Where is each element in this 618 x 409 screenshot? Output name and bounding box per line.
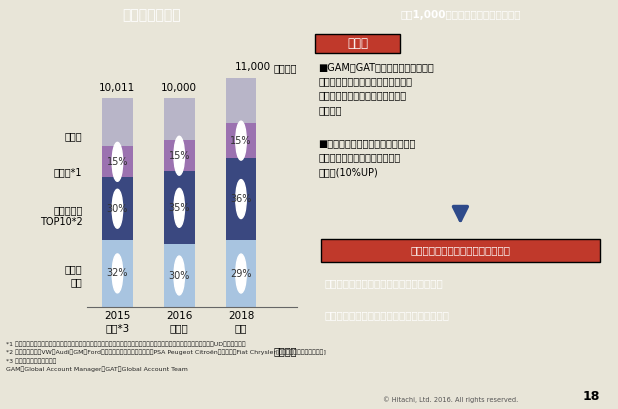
Text: 35%: 35% <box>169 203 190 213</box>
Text: © Hitachi, Ltd. 2016. All rights reserved.: © Hitachi, Ltd. 2016. All rights reserve… <box>383 397 519 403</box>
Circle shape <box>112 189 123 228</box>
Text: 15%: 15% <box>231 136 252 146</box>
Text: 30%: 30% <box>169 270 190 281</box>
Text: 10,011: 10,011 <box>99 83 135 92</box>
Text: （億円）: （億円） <box>273 63 297 73</box>
Text: 18: 18 <box>582 391 599 403</box>
Circle shape <box>236 121 247 160</box>
Bar <box>164 171 195 244</box>
Text: グローバル
TOP10*2: グローバル TOP10*2 <box>40 205 82 227</box>
Text: 15%: 15% <box>107 157 128 167</box>
Bar <box>102 98 133 146</box>
Bar <box>226 124 256 158</box>
Text: ・統合制御システム、セキュリティ技術など: ・統合制御システム、セキュリティ技術など <box>324 310 449 320</box>
Circle shape <box>236 180 247 218</box>
Text: ・クロスセルによる幅広い製品・システム: ・クロスセルによる幅広い製品・システム <box>324 279 443 289</box>
Bar <box>102 240 133 307</box>
Bar <box>164 99 195 140</box>
Text: 顧客ニーズに対応した提案力の強化: 顧客ニーズに対応した提案力の強化 <box>410 245 510 255</box>
Text: 10,000: 10,000 <box>161 83 197 93</box>
Circle shape <box>112 142 123 181</box>
Bar <box>102 178 133 240</box>
Bar <box>164 140 195 171</box>
Text: ■GAM・GATオペレーションおよび
グローバルフットプリントを活用し
ワールドワイドに展開する顧客を
サポート: ■GAM・GATオペレーションおよび グローバルフットプリントを活用し ワールド… <box>318 62 434 115</box>
Text: その他: その他 <box>65 131 82 141</box>
Text: 36%: 36% <box>231 194 252 204</box>
Text: 15%: 15% <box>169 151 190 161</box>
Text: 29%: 29% <box>231 269 252 279</box>
Text: 他日系*1: 他日系*1 <box>54 168 82 178</box>
Bar <box>226 240 256 307</box>
FancyBboxPatch shape <box>321 239 599 262</box>
Text: 売上収益構成比: 売上収益構成比 <box>122 8 180 22</box>
Circle shape <box>174 188 185 227</box>
Text: 30%: 30% <box>107 204 128 214</box>
Text: ルノー
日産: ルノー 日産 <box>65 265 82 287</box>
Text: *1 富士重工業、マツダ、三菱自動设、ダイハツ工業、商用車（いず自動设、三菱ふそうトラック・バス、日野自動设、UDトラックス）
*2 トヨタ自動设、VW・Au: *1 富士重工業、マツダ、三菱自動设、ダイハツ工業、商用車（いず自動设、三菱ふ… <box>6 342 326 372</box>
Bar <box>102 146 133 178</box>
Bar <box>226 158 256 240</box>
Bar <box>226 78 256 124</box>
Circle shape <box>174 136 185 175</box>
Text: ■グローバル営業人員の増強による
地域間連携および顧客ニーズの
先取り(10%UP): ■グローバル営業人員の増強による 地域間連携および顧客ニーズの 先取り(10%U… <box>318 138 415 177</box>
Bar <box>164 244 195 307</box>
Text: 強　み: 強 み <box>347 37 368 50</box>
Circle shape <box>174 256 185 295</box>
Circle shape <box>112 254 123 293</box>
Text: 32%: 32% <box>107 268 128 279</box>
Text: 11,000: 11,000 <box>235 62 271 72</box>
FancyBboxPatch shape <box>315 34 400 53</box>
Circle shape <box>236 254 247 293</box>
Text: 売上1,000億円超のアカウントの拡充: 売上1,000億円超のアカウントの拡充 <box>400 10 520 20</box>
Text: （年度）: （年度） <box>273 346 297 356</box>
